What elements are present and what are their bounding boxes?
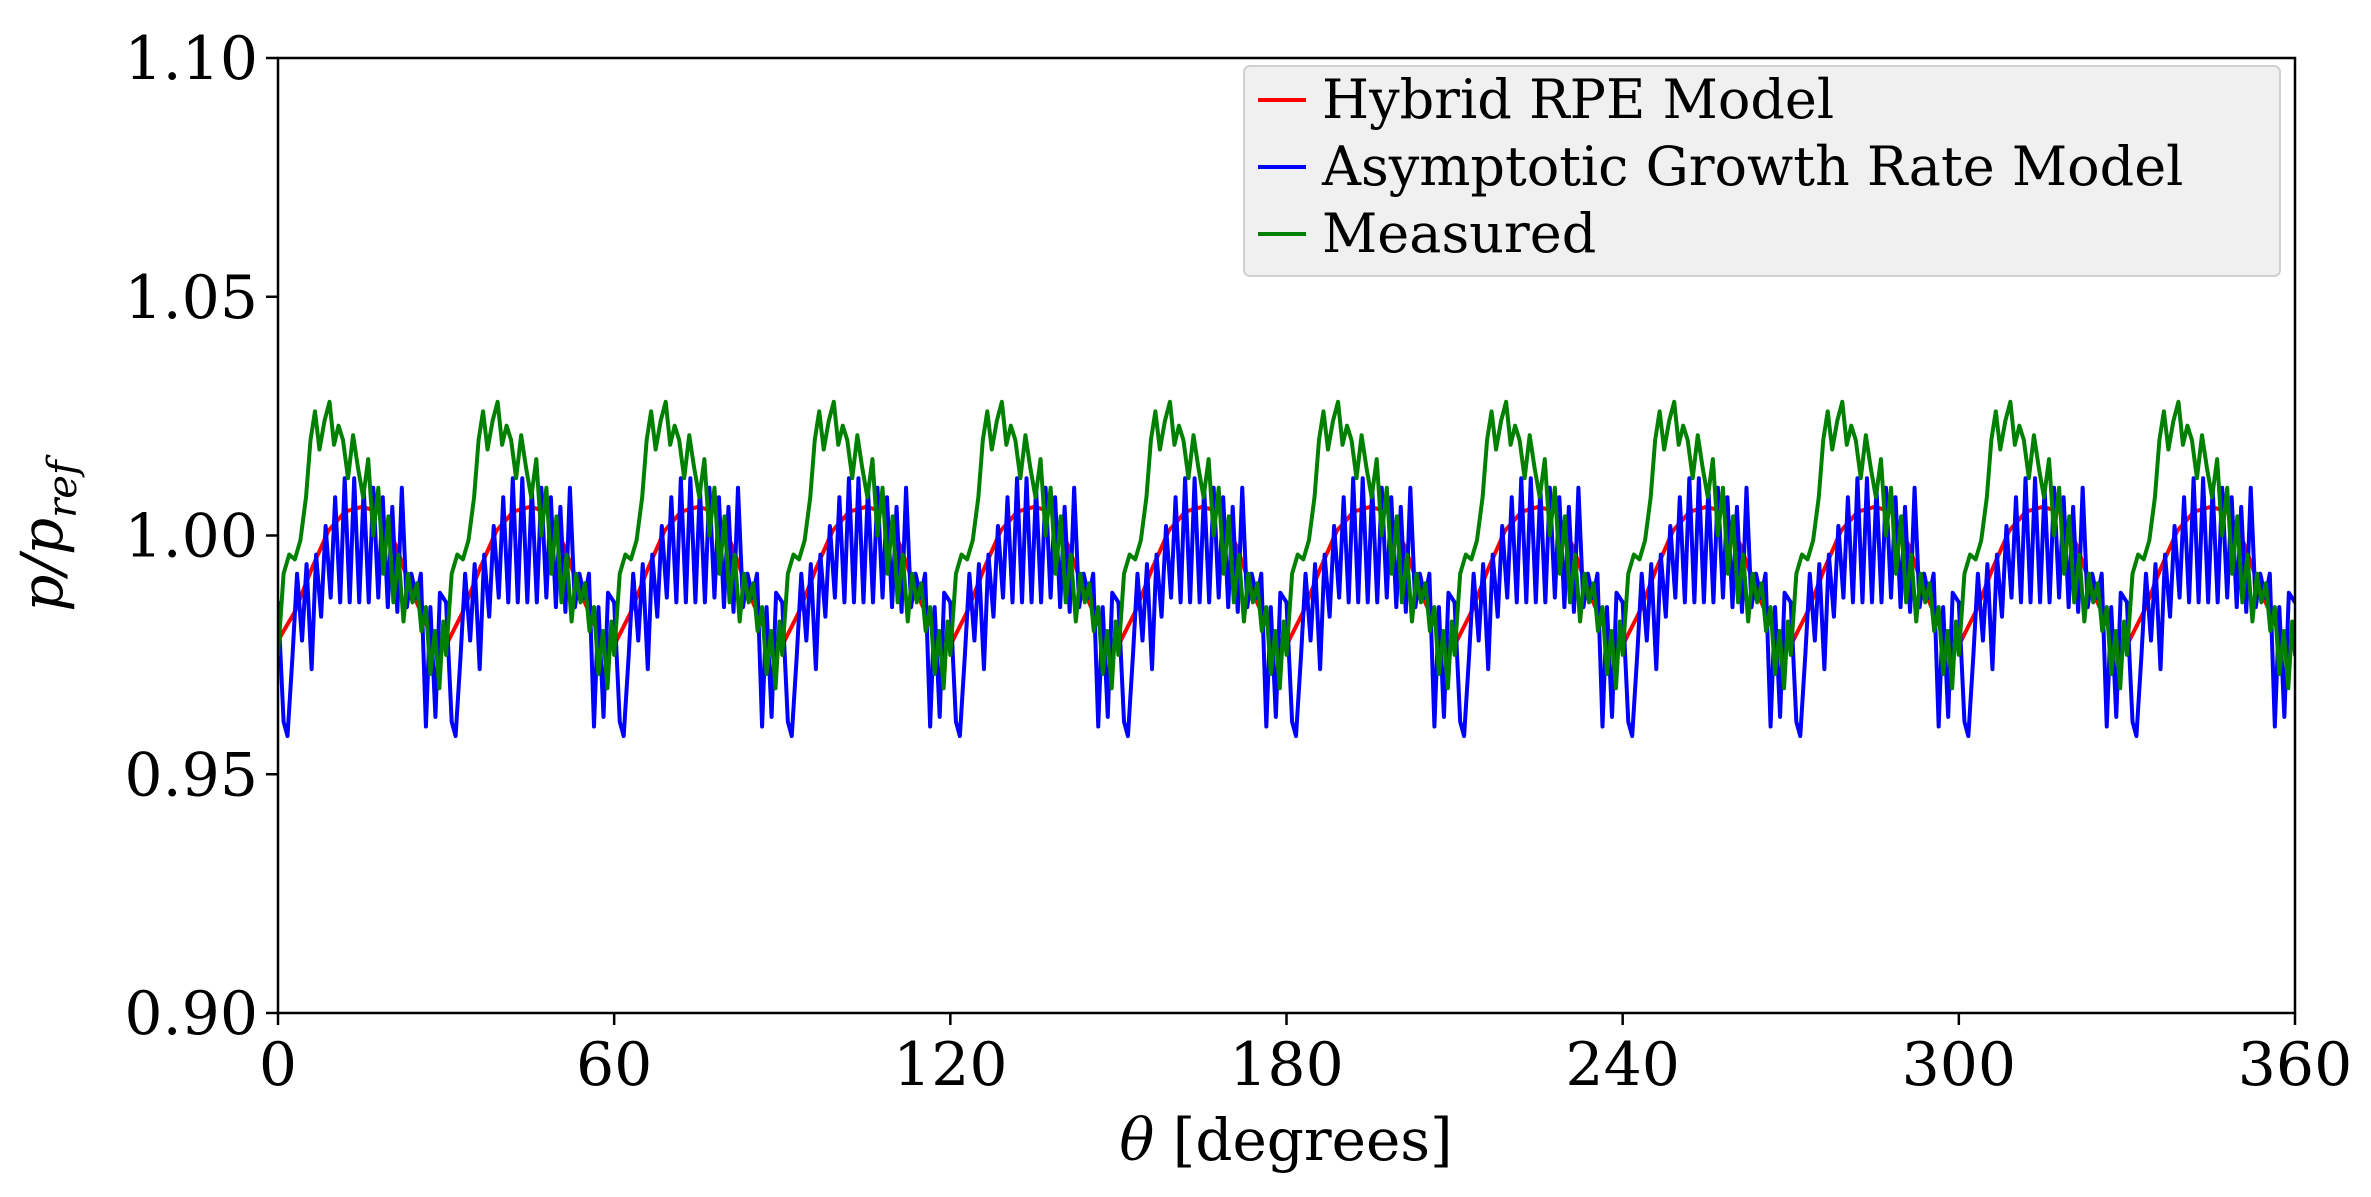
series-line-3 xyxy=(278,399,2295,691)
x-tick-label: 120 xyxy=(893,1030,1008,1100)
legend-label: Asymptotic Growth Rate Model xyxy=(1321,135,2183,198)
series-line-2 xyxy=(278,476,2295,739)
x-axis-text: [degrees] xyxy=(1154,1106,1452,1174)
y-tick-label: 1.05 xyxy=(124,263,258,333)
x-tick-label: 0 xyxy=(259,1030,297,1100)
y-tick-label: 0.90 xyxy=(124,979,258,1049)
x-axis: 0 60 120 180 240 300 360 xyxy=(259,1013,2352,1100)
y-axis-title: p/pref xyxy=(8,454,86,612)
y-axis-subscript: ref xyxy=(40,454,86,518)
legend-label: Hybrid RPE Model xyxy=(1322,68,1834,131)
y-tick-label: 0.95 xyxy=(124,740,258,810)
x-axis-title: θ [degrees] xyxy=(1119,1106,1452,1174)
x-axis-symbol: θ xyxy=(1119,1106,1154,1174)
legend-box xyxy=(1243,65,2281,277)
y-tick-label: 1.00 xyxy=(124,502,258,572)
x-tick-label: 180 xyxy=(1229,1030,1344,1100)
y-tick-label: 1.10 xyxy=(124,24,258,94)
x-tick-label: 60 xyxy=(576,1030,652,1100)
x-tick-label: 360 xyxy=(2238,1030,2353,1100)
y-axis: 0.90 0.95 1.00 1.05 1.10 xyxy=(124,24,278,1049)
legend-label: Measured xyxy=(1322,202,1596,265)
x-tick-label: 240 xyxy=(1565,1030,1680,1100)
x-tick-label: 300 xyxy=(1902,1030,2017,1100)
y-axis-base: p/p xyxy=(8,518,76,612)
series-layer xyxy=(278,399,2295,739)
